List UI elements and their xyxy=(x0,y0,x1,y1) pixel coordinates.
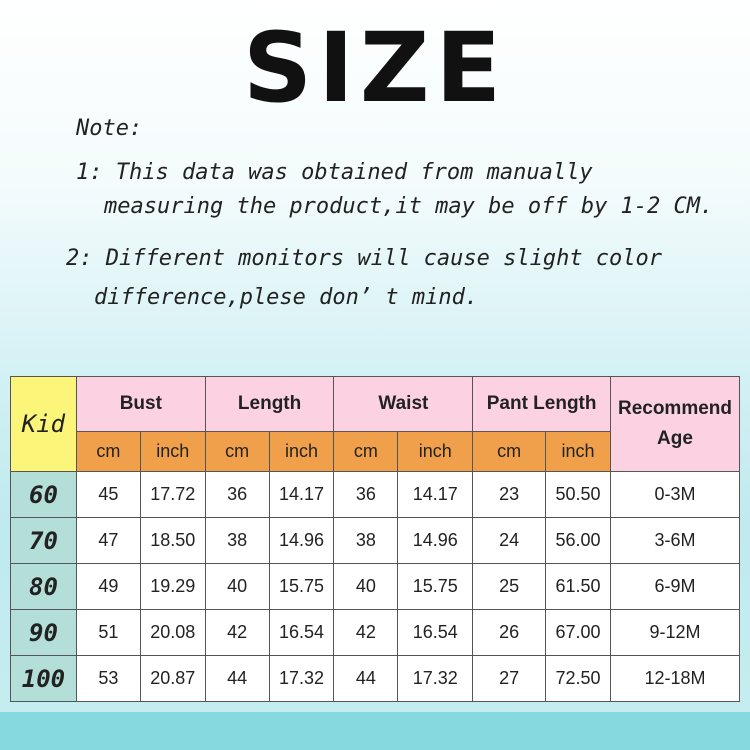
value-cell: 51 xyxy=(75,609,141,656)
unit-header: cm xyxy=(333,431,399,472)
value-cell: 67.00 xyxy=(545,609,611,656)
age-cell: 0-3M xyxy=(609,471,741,518)
unit-header: inch xyxy=(397,431,474,472)
kid-header: Kid xyxy=(10,376,77,472)
age-header-line: Recommend xyxy=(617,398,732,419)
value-cell: 24 xyxy=(472,517,547,564)
value-cell: 40 xyxy=(333,563,399,610)
value-cell: 16.54 xyxy=(268,609,335,656)
value-cell: 72.50 xyxy=(545,655,611,702)
age-cell: 3-6M xyxy=(609,517,741,564)
unit-header: cm xyxy=(472,431,547,472)
value-cell: 14.96 xyxy=(397,517,474,564)
age-cell: 6-9M xyxy=(609,563,741,610)
age-header: Recommend Age xyxy=(609,376,741,472)
value-cell: 20.08 xyxy=(139,609,206,656)
group-header: Waist xyxy=(333,376,474,432)
group-header: Pant Length xyxy=(472,376,611,432)
unit-header: inch xyxy=(268,431,335,472)
value-cell: 25 xyxy=(472,563,547,610)
value-cell: 40 xyxy=(204,563,270,610)
group-header: Bust xyxy=(75,376,206,432)
value-cell: 20.87 xyxy=(139,655,206,702)
note-line-1a: 1: This data was obtained from manually xyxy=(76,160,593,185)
table-row: 100 53 20.87 44 17.32 44 17.32 27 72.50 12-18M xyxy=(10,655,741,702)
value-cell: 38 xyxy=(333,517,399,564)
group-header: Length xyxy=(204,376,335,432)
size-cell: 90 xyxy=(10,609,77,656)
value-cell: 17.32 xyxy=(397,655,474,702)
age-header-line: Age xyxy=(657,428,693,449)
value-cell: 56.00 xyxy=(545,517,611,564)
size-cell: 80 xyxy=(10,563,77,610)
value-cell: 15.75 xyxy=(268,563,335,610)
value-cell: 36 xyxy=(204,471,270,518)
unit-header: cm xyxy=(75,431,141,472)
value-cell: 44 xyxy=(204,655,270,702)
page-title: SIZE xyxy=(242,12,508,124)
value-cell: 23 xyxy=(472,471,547,518)
value-cell: 44 xyxy=(333,655,399,702)
value-cell: 42 xyxy=(204,609,270,656)
value-cell: 36 xyxy=(333,471,399,518)
value-cell: 17.72 xyxy=(139,471,206,518)
value-cell: 15.75 xyxy=(397,563,474,610)
size-cell: 70 xyxy=(10,517,77,564)
value-cell: 50.50 xyxy=(545,471,611,518)
age-cell: 9-12M xyxy=(609,609,741,656)
value-cell: 45 xyxy=(75,471,141,518)
unit-header: inch xyxy=(545,431,611,472)
value-cell: 18.50 xyxy=(139,517,206,564)
table-row: 70 47 18.50 38 14.96 38 14.96 24 56.00 3-6M xyxy=(10,517,741,564)
value-cell: 53 xyxy=(75,655,141,702)
value-cell: 17.32 xyxy=(268,655,335,702)
value-cell: 14.96 xyxy=(268,517,335,564)
note-line-2b: difference,plese don’ t mind. xyxy=(94,285,479,310)
note-line-2a: 2: Different monitors will cause slight … xyxy=(66,246,663,271)
value-cell: 27 xyxy=(472,655,547,702)
value-cell: 26 xyxy=(472,609,547,656)
value-cell: 47 xyxy=(75,517,141,564)
bottom-band xyxy=(0,712,750,750)
size-cell: 60 xyxy=(10,471,77,518)
value-cell: 38 xyxy=(204,517,270,564)
value-cell: 19.29 xyxy=(139,563,206,610)
age-cell: 12-18M xyxy=(609,655,741,702)
note-label: Note: xyxy=(76,116,143,141)
unit-header: cm xyxy=(204,431,270,472)
unit-header: inch xyxy=(139,431,206,472)
value-cell: 49 xyxy=(75,563,141,610)
table-row: 90 51 20.08 42 16.54 42 16.54 26 67.00 9-12M xyxy=(10,609,741,656)
table-row: 80 49 19.29 40 15.75 40 15.75 25 61.50 6-9M xyxy=(10,563,741,610)
value-cell: 16.54 xyxy=(397,609,474,656)
value-cell: 42 xyxy=(333,609,399,656)
table-row: 60 45 17.72 36 14.17 36 14.17 23 50.50 0-3M xyxy=(10,471,741,518)
value-cell: 14.17 xyxy=(268,471,335,518)
value-cell: 14.17 xyxy=(397,471,474,518)
size-cell: 100 xyxy=(10,655,77,702)
size-table: Kid Bust Length Waist Pant Length Recomm… xyxy=(10,376,741,702)
value-cell: 61.50 xyxy=(545,563,611,610)
note-line-1b: measuring the product,it may be off by 1… xyxy=(104,194,714,219)
